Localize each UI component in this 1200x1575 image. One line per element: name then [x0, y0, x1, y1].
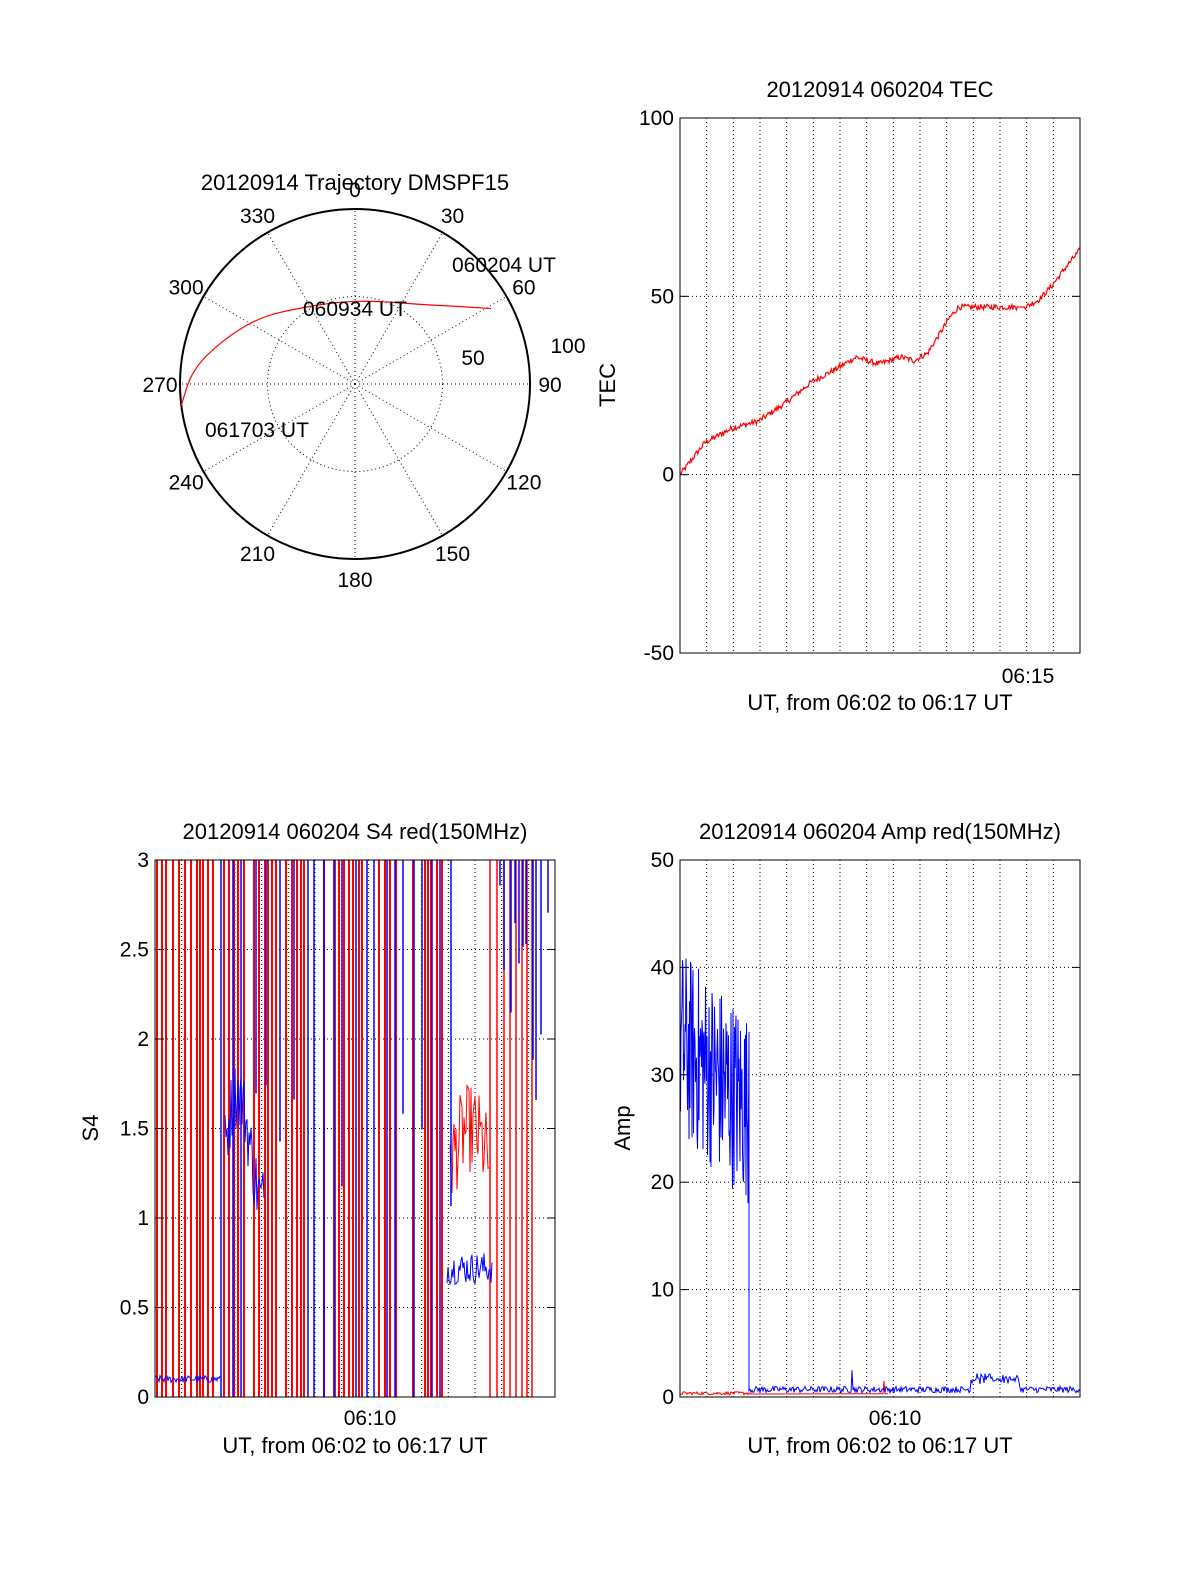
tec-title: 20120914 060204 TEC — [766, 77, 993, 102]
polar-angle-tick-30: 30 — [441, 205, 464, 228]
y-tick-label-100: 100 — [639, 107, 674, 130]
polar-spoke-210 — [267, 383, 356, 536]
y-tick-label-0.5: 0.5 — [120, 1297, 149, 1320]
y-tick-label-3: 3 — [137, 849, 149, 872]
polar-angle-tick-330: 330 — [240, 205, 275, 228]
tec-y-ticks: -50 0 50 100 — [639, 107, 1080, 665]
annotation-end-time: 061703 UT — [205, 419, 309, 442]
s4-grid — [155, 860, 555, 1397]
s4-title: 20120914 060204 S4 red(150MHz) — [183, 819, 528, 844]
polar-angle-tick-180: 180 — [337, 569, 372, 592]
amp-x-axis-label: UT, from 06:02 to 06:17 UT — [747, 1433, 1012, 1458]
s4-y-axis-label: S4 — [78, 1115, 103, 1142]
annotation-mid-time: 060934 UT — [303, 298, 407, 321]
polar-spoke-150 — [354, 383, 443, 536]
amp-blue-series-line — [679, 956, 1081, 1395]
annotation-start-time: 060204 UT — [452, 254, 556, 277]
tec-y-axis-label: TEC — [595, 363, 620, 407]
y-tick-label-20: 20 — [651, 1171, 674, 1194]
polar-title: 20120914 Trajectory DMSPF15 — [201, 170, 509, 195]
polar-angle-tick-90: 90 — [538, 374, 561, 397]
trajectory-line — [180, 300, 492, 406]
polar-angle-tick-270: 270 — [142, 374, 177, 397]
y-tick-label-30: 30 — [651, 1064, 674, 1087]
polar-trajectory-plot: 20120914 Trajectory DMSPF15 0 30 60 90 120 15… — [142, 170, 585, 592]
y-tick-label-50: 50 — [651, 285, 674, 308]
y-tick-label--50: -50 — [644, 642, 674, 665]
y-tick-label-0: 0 — [662, 464, 674, 487]
s4-red-bump — [449, 1084, 490, 1193]
amp-chart: 20120914 060204 Amp red(150MHz) 0 10 20 30 4… — [610, 819, 1081, 1458]
y-tick-label-0: 0 — [662, 1386, 674, 1409]
polar-angle-tick-0: 0 — [349, 179, 361, 202]
amp-plot-frame — [679, 859, 1081, 1398]
polar-angle-tick-240: 240 — [169, 472, 204, 495]
polar-radial-tick-50: 50 — [461, 347, 484, 370]
y-tick-label-50: 50 — [651, 849, 674, 872]
tec-grid — [680, 118, 1080, 653]
s4-x-tick-0610: 06:10 — [344, 1407, 397, 1430]
polar-angle-tick-300: 300 — [169, 277, 204, 300]
amp-title: 20120914 060204 Amp red(150MHz) — [699, 819, 1061, 844]
amp-red-series-line — [679, 1380, 888, 1396]
s4-blue-low-segment — [154, 1373, 221, 1384]
polar-radial-tick-100: 100 — [550, 335, 585, 358]
s4-blue-dip — [446, 1253, 493, 1286]
polar-outer-circle — [179, 208, 531, 560]
polar-angle-tick-120: 120 — [506, 472, 541, 495]
y-tick-label-10: 10 — [651, 1279, 674, 1302]
y-tick-label-0: 0 — [137, 1386, 149, 1409]
y-tick-label-40: 40 — [651, 956, 674, 979]
s4-blue-series — [154, 860, 549, 1397]
s4-blue-cluster — [224, 1068, 265, 1211]
polar-angle-ticks: 0 30 60 90 120 150 180 210 240 270 300 330 — [142, 179, 561, 592]
polar-angle-tick-150: 150 — [435, 543, 470, 566]
tec-plot-frame — [679, 117, 1081, 654]
polar-grid — [180, 209, 530, 559]
y-tick-label-2.5: 2.5 — [120, 939, 149, 962]
y-tick-label-2: 2 — [137, 1028, 149, 1051]
s4-red-series — [156, 860, 533, 1397]
tec-series-line — [679, 247, 1081, 476]
tec-chart: 20120914 060204 TEC -50 0 50 100 06:15 UT, … — [595, 77, 1081, 715]
amp-x-tick-0610: 06:10 — [869, 1407, 922, 1430]
y-tick-label-1: 1 — [137, 1207, 149, 1230]
polar-spoke-120 — [354, 383, 507, 472]
amp-y-axis-label: Amp — [610, 1105, 635, 1150]
s4-y-ticks: 0 0.5 1 1.5 2 2.5 3 — [120, 849, 555, 1409]
polar-ring-50 — [267, 296, 443, 472]
y-tick-label-1.5: 1.5 — [120, 1118, 149, 1141]
tec-x-axis-label: UT, from 06:02 to 06:17 UT — [747, 690, 1012, 715]
tec-x-tick-0615: 06:15 — [1002, 665, 1055, 688]
amp-y-ticks: 0 10 20 30 40 50 — [651, 849, 1080, 1409]
s4-x-axis-label: UT, from 06:02 to 06:17 UT — [222, 1433, 487, 1458]
polar-angle-tick-60: 60 — [512, 277, 535, 300]
s4-chart: 20120914 060204 S4 red(150MHz) 0 0.5 1 1.5 2… — [78, 819, 556, 1458]
polar-angle-tick-210: 210 — [240, 543, 275, 566]
